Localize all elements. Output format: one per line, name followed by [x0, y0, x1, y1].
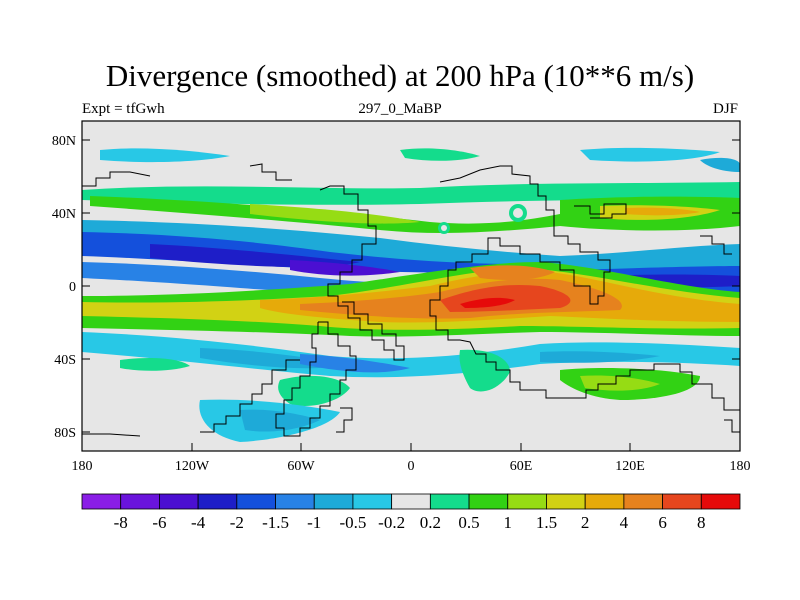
colorbar-swatch [662, 493, 702, 510]
lon-label-60w: 60W [287, 459, 315, 474]
colorbar-swatch [391, 493, 431, 510]
lon-label-180e: 180 [730, 459, 751, 474]
divergence-field [82, 121, 740, 451]
colorbar-label: -6 [152, 513, 166, 532]
colorbar-swatch [352, 493, 393, 510]
colorbar-label: -0.5 [339, 513, 366, 532]
colorbar: -8 -6 -4 -2 -1.5 -1 -0.5 -0.2 0.2 0.5 1 1.5 2 4 6 8 [81, 493, 741, 532]
colorbar-label: -1.5 [262, 513, 289, 532]
colorbar-label: -2 [230, 513, 244, 532]
lon-ticks [81, 443, 741, 451]
lon-label-120e: 120E [615, 459, 645, 474]
colorbar-label: -0.2 [378, 513, 405, 532]
colorbar-label: -8 [114, 513, 128, 532]
lat-label-80n: 80N [52, 134, 76, 149]
lon-label-180w: 180 [72, 459, 93, 474]
colorbar-label: -4 [191, 513, 206, 532]
colorbar-swatch [275, 493, 315, 510]
colorbar-swatch [81, 493, 122, 510]
lat-label-40s: 40S [54, 353, 76, 368]
colorbar-swatch [159, 493, 199, 510]
lon-label-60e: 60E [510, 459, 533, 474]
experiment-label: Expt = tfGwh [82, 101, 165, 117]
colorbar-label: 1 [504, 513, 513, 532]
colorbar-swatch [429, 493, 470, 510]
colorbar-label: -1 [307, 513, 321, 532]
lat-label-equator: 0 [69, 280, 76, 295]
colorbar-swatch [468, 493, 509, 510]
colorbar-swatch [700, 493, 741, 510]
colorbar-label: 6 [658, 513, 667, 532]
colorbar-swatch [507, 493, 547, 510]
colorbar-swatch [197, 493, 238, 510]
colorbar-label: 0.2 [420, 513, 441, 532]
lat-ticks [82, 139, 740, 433]
colorbar-label: 8 [697, 513, 706, 532]
lon-label-120w: 120W [175, 459, 210, 474]
colorbar-swatch [623, 493, 663, 510]
colorbar-swatch [236, 493, 276, 510]
colorbar-swatch [313, 493, 354, 510]
lon-label-0: 0 [408, 459, 415, 474]
colorbar-label: 2 [581, 513, 590, 532]
lat-label-40n: 40N [52, 207, 76, 222]
colorbar-label: 4 [620, 513, 629, 532]
coastlines [82, 163, 740, 437]
run-label: 297_0_MaBP [358, 101, 442, 117]
colorbar-swatch [546, 493, 586, 510]
colorbar-label: 1.5 [536, 513, 557, 532]
plot-title: Divergence (smoothed) at 200 hPa (10**6 … [105, 58, 695, 93]
season-label: DJF [712, 101, 738, 117]
colorbar-swatch [120, 493, 160, 510]
colorbar-swatch [584, 493, 625, 510]
lat-label-80s: 80S [54, 426, 76, 441]
colorbar-label: 0.5 [458, 513, 479, 532]
